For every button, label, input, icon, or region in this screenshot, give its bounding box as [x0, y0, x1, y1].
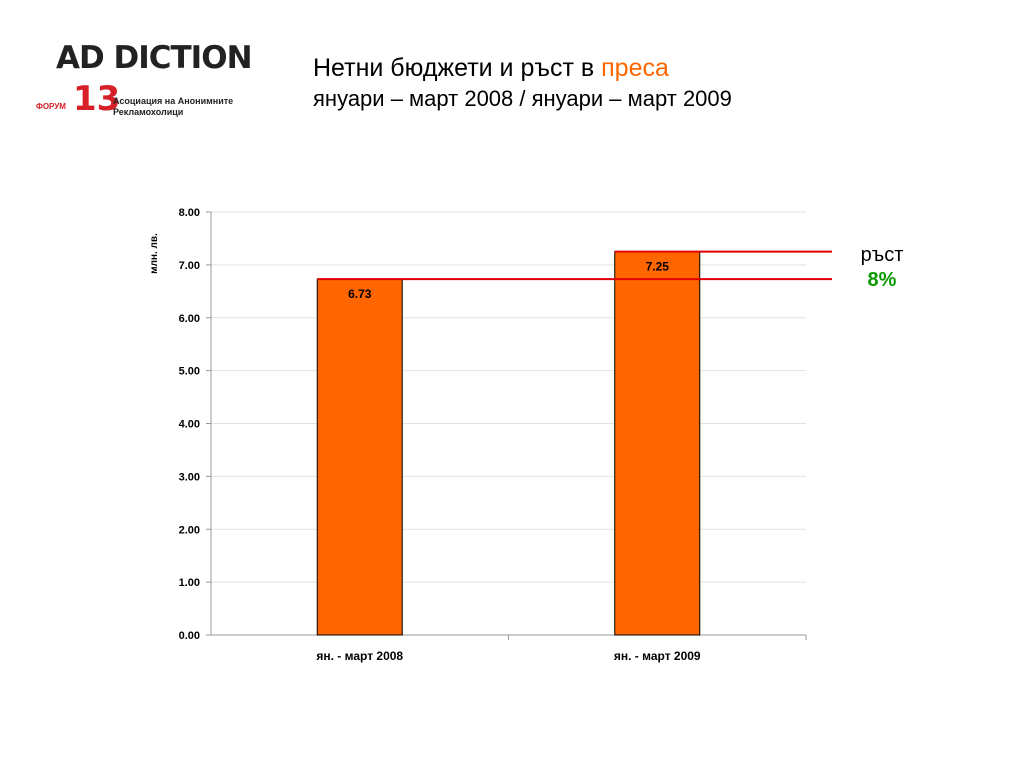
title-highlight: преса — [601, 54, 669, 82]
addiction-logo: AD DICTION ФОРУМ 13 Асоциация на Анонимн… — [30, 34, 260, 124]
bar — [614, 251, 701, 636]
y-tick-label: 4.00 — [179, 419, 200, 431]
bar — [316, 278, 403, 636]
y-tick-label: 2.00 — [179, 524, 200, 536]
x-category-label: ян. - март 2009 — [614, 649, 701, 663]
bar-data-label: 6.73 — [348, 287, 372, 301]
y-axis-label: млн. лв. — [149, 233, 160, 274]
slide-title: Нетни бюджети и ръст в преса януари – ма… — [313, 52, 732, 114]
logo-forum-label: ФОРУМ — [36, 102, 66, 111]
growth-label: ръст — [860, 244, 904, 266]
title-period: януари – март 2008 / януари – март 2009 — [313, 86, 732, 111]
logo-subtitle-line2: Рекламохолици — [113, 107, 184, 117]
logo-subtitle-line1: Асоциация на Анонимните — [113, 96, 234, 106]
y-tick-label: 6.00 — [179, 313, 200, 325]
bar-data-label: 7.25 — [646, 260, 670, 274]
y-tick-label: 0.00 — [179, 630, 200, 642]
title-main: Нетни бюджети и ръст в преса — [313, 52, 732, 84]
title-prefix: Нетни бюджети и ръст в — [313, 54, 602, 82]
y-tick-label: 1.00 — [179, 577, 200, 589]
growth-annotation: ръст 8% — [852, 243, 912, 293]
logo-number: 13 — [73, 79, 121, 119]
logo-wordmark: AD DICTION — [56, 40, 253, 76]
growth-value: 8% — [867, 269, 897, 291]
y-tick-label: 3.00 — [179, 471, 200, 483]
y-tick-label: 5.00 — [179, 366, 200, 378]
y-tick-label: 8.00 — [179, 207, 200, 219]
x-category-label: ян. - март 2008 — [316, 649, 403, 663]
logo-subtitle: Асоциация на Анонимните Рекламохолици — [113, 96, 233, 118]
y-tick-label: 7.00 — [179, 260, 200, 272]
